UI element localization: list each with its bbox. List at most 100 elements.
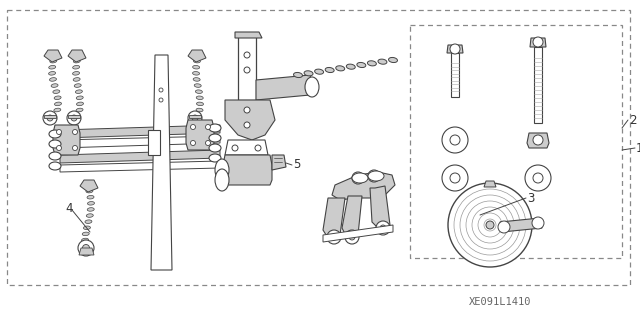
Ellipse shape xyxy=(84,183,92,187)
Circle shape xyxy=(532,217,544,229)
Ellipse shape xyxy=(193,59,200,63)
Circle shape xyxy=(448,183,532,267)
Ellipse shape xyxy=(53,90,60,93)
Polygon shape xyxy=(323,198,345,238)
Circle shape xyxy=(525,165,551,191)
Ellipse shape xyxy=(367,61,376,66)
Polygon shape xyxy=(44,115,56,118)
Ellipse shape xyxy=(388,57,397,63)
Circle shape xyxy=(47,115,53,121)
Polygon shape xyxy=(80,180,98,192)
Circle shape xyxy=(192,115,198,121)
Ellipse shape xyxy=(352,173,368,183)
Polygon shape xyxy=(447,45,463,53)
Ellipse shape xyxy=(195,53,202,57)
Polygon shape xyxy=(342,196,362,238)
Ellipse shape xyxy=(368,171,384,181)
Polygon shape xyxy=(186,120,214,150)
Circle shape xyxy=(244,52,250,58)
Polygon shape xyxy=(272,155,286,170)
Circle shape xyxy=(450,44,460,54)
Ellipse shape xyxy=(49,65,56,69)
Polygon shape xyxy=(53,125,80,155)
Circle shape xyxy=(159,88,163,92)
Ellipse shape xyxy=(304,71,313,76)
Circle shape xyxy=(442,165,468,191)
Ellipse shape xyxy=(72,71,79,75)
Ellipse shape xyxy=(73,65,79,69)
Ellipse shape xyxy=(209,124,221,132)
Ellipse shape xyxy=(336,66,345,71)
Ellipse shape xyxy=(49,71,56,75)
Circle shape xyxy=(352,172,364,184)
Ellipse shape xyxy=(86,189,93,193)
Ellipse shape xyxy=(83,226,90,230)
Ellipse shape xyxy=(305,77,319,97)
Polygon shape xyxy=(189,115,201,118)
Ellipse shape xyxy=(194,84,201,87)
Circle shape xyxy=(255,145,261,151)
Ellipse shape xyxy=(76,96,83,100)
Ellipse shape xyxy=(315,69,324,74)
Ellipse shape xyxy=(54,108,61,112)
Polygon shape xyxy=(68,115,80,118)
Polygon shape xyxy=(238,35,256,100)
Text: 5: 5 xyxy=(293,159,300,172)
Ellipse shape xyxy=(87,208,94,211)
Polygon shape xyxy=(151,55,172,270)
Ellipse shape xyxy=(346,64,355,69)
Ellipse shape xyxy=(74,84,81,87)
Circle shape xyxy=(376,221,390,235)
Polygon shape xyxy=(79,248,94,255)
Polygon shape xyxy=(225,140,268,155)
Circle shape xyxy=(83,244,90,251)
Circle shape xyxy=(232,145,238,151)
Ellipse shape xyxy=(49,78,56,81)
Polygon shape xyxy=(223,155,272,185)
Ellipse shape xyxy=(193,71,200,75)
Ellipse shape xyxy=(87,196,94,199)
Ellipse shape xyxy=(52,53,58,57)
Circle shape xyxy=(327,230,341,244)
Polygon shape xyxy=(68,50,86,62)
Ellipse shape xyxy=(49,162,61,170)
Polygon shape xyxy=(148,130,160,155)
Ellipse shape xyxy=(74,53,81,57)
Circle shape xyxy=(450,135,460,145)
Ellipse shape xyxy=(82,232,89,236)
Ellipse shape xyxy=(54,102,61,106)
Ellipse shape xyxy=(209,154,221,162)
Ellipse shape xyxy=(74,59,81,63)
Ellipse shape xyxy=(195,90,202,93)
Ellipse shape xyxy=(209,144,221,152)
Circle shape xyxy=(188,111,202,125)
Polygon shape xyxy=(188,50,206,62)
Text: XE091L1410: XE091L1410 xyxy=(468,297,531,307)
Circle shape xyxy=(67,111,81,125)
Ellipse shape xyxy=(49,152,61,160)
Circle shape xyxy=(244,67,250,73)
Ellipse shape xyxy=(85,220,92,223)
Ellipse shape xyxy=(325,67,334,72)
Ellipse shape xyxy=(294,72,303,78)
Ellipse shape xyxy=(196,102,204,106)
Circle shape xyxy=(191,140,195,145)
Circle shape xyxy=(191,124,195,130)
Circle shape xyxy=(345,230,359,244)
Ellipse shape xyxy=(378,59,387,64)
Ellipse shape xyxy=(76,108,83,112)
Circle shape xyxy=(159,98,163,102)
Circle shape xyxy=(244,122,250,128)
Ellipse shape xyxy=(193,65,200,69)
Polygon shape xyxy=(44,50,62,62)
Text: 3: 3 xyxy=(527,191,534,204)
Ellipse shape xyxy=(51,84,58,87)
Circle shape xyxy=(71,115,77,121)
Ellipse shape xyxy=(209,134,221,142)
Circle shape xyxy=(349,234,355,240)
Polygon shape xyxy=(370,186,390,230)
Polygon shape xyxy=(60,161,220,172)
Circle shape xyxy=(43,111,57,125)
Circle shape xyxy=(56,130,61,135)
Ellipse shape xyxy=(215,169,229,191)
